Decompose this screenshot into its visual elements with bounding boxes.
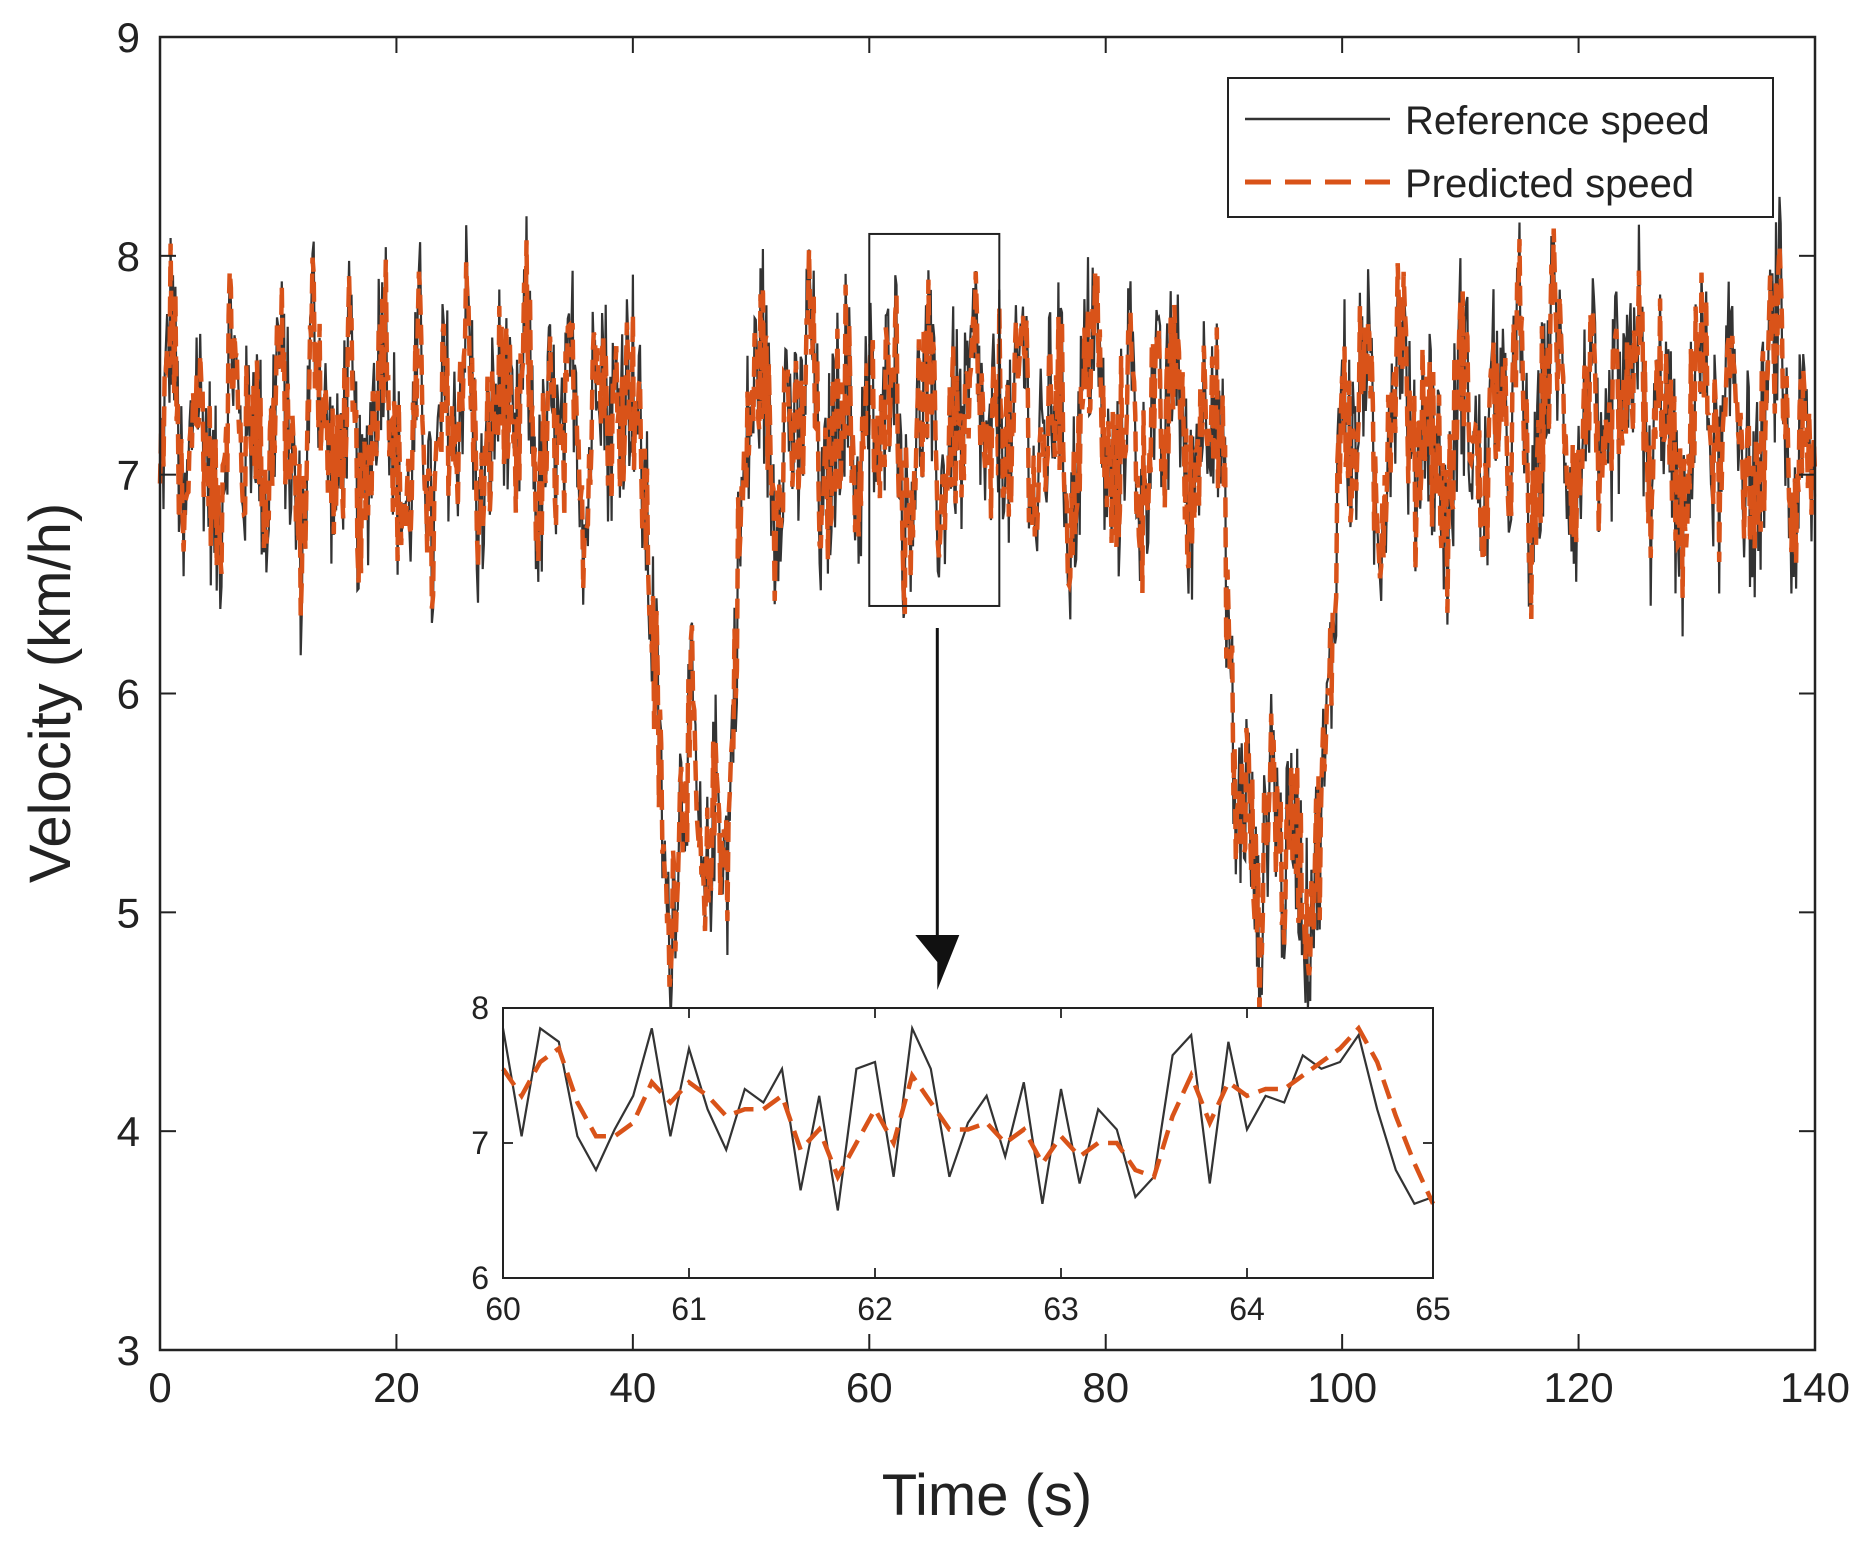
legend-label-reference: Reference speed (1405, 99, 1710, 143)
inset-x-tick-label: 63 (1043, 1291, 1079, 1327)
main-series-group (157, 196, 1818, 1052)
inset-plot: 60 61 62 63 64 65 6 7 8 (471, 990, 1451, 1327)
inset-x-ticks: 60 61 62 63 64 65 (485, 1008, 1451, 1327)
inset-line-reference (501, 1024, 1434, 1211)
inset-background (503, 1008, 1433, 1278)
y-tick-label: 5 (117, 889, 140, 936)
x-tick-label: 20 (373, 1364, 420, 1411)
series-line-predicted (157, 228, 1818, 1023)
y-tick-label: 7 (117, 452, 140, 499)
y-tick-label: 3 (117, 1327, 140, 1374)
inset-x-tick-label: 65 (1415, 1291, 1451, 1327)
x-tick-label: 0 (148, 1364, 171, 1411)
main-plot: 0 20 40 60 80 100 120 140 3 4 5 6 7 8 9 Time (s) Velo… (18, 14, 1850, 1528)
x-tick-label: 100 (1307, 1364, 1377, 1411)
y-tick-label: 6 (117, 671, 140, 718)
x-tick-label: 120 (1544, 1364, 1614, 1411)
inset-x-tick-label: 62 (857, 1291, 893, 1327)
inset-x-tick-label: 64 (1229, 1291, 1265, 1327)
inset-y-tick-label: 7 (471, 1125, 489, 1161)
legend: Reference speed Predicted speed (1227, 77, 1774, 218)
main-y-ticks: 3 4 5 6 7 8 9 (117, 14, 1815, 1374)
x-tick-label: 140 (1780, 1364, 1850, 1411)
inset-y-tick-label: 6 (471, 1260, 489, 1296)
inset-series-group (501, 1024, 1436, 1211)
x-tick-label: 40 (609, 1364, 656, 1411)
inset-line-predicted (501, 1024, 1436, 1205)
zoom-arrow-head (915, 935, 960, 990)
y-axis-title: Velocity (km/h) (18, 503, 83, 883)
zoom-box (868, 232, 1001, 607)
inset-y-ticks: 6 7 8 (471, 990, 1433, 1296)
inset-y-tick-label: 8 (471, 990, 489, 1026)
inset-x-tick-label: 61 (671, 1291, 707, 1327)
y-tick-label: 9 (117, 14, 140, 61)
legend-label-predicted: Predicted speed (1405, 162, 1694, 206)
legend-box (1227, 77, 1774, 218)
x-tick-label: 60 (846, 1364, 893, 1411)
y-tick-label: 4 (117, 1108, 140, 1155)
x-axis-title: Time (s) (882, 1463, 1092, 1528)
x-tick-label: 80 (1082, 1364, 1129, 1411)
inset-x-tick-label: 60 (485, 1291, 521, 1327)
main-x-ticks: 0 20 40 60 80 100 120 140 (148, 37, 1850, 1411)
y-tick-label: 8 (117, 233, 140, 280)
